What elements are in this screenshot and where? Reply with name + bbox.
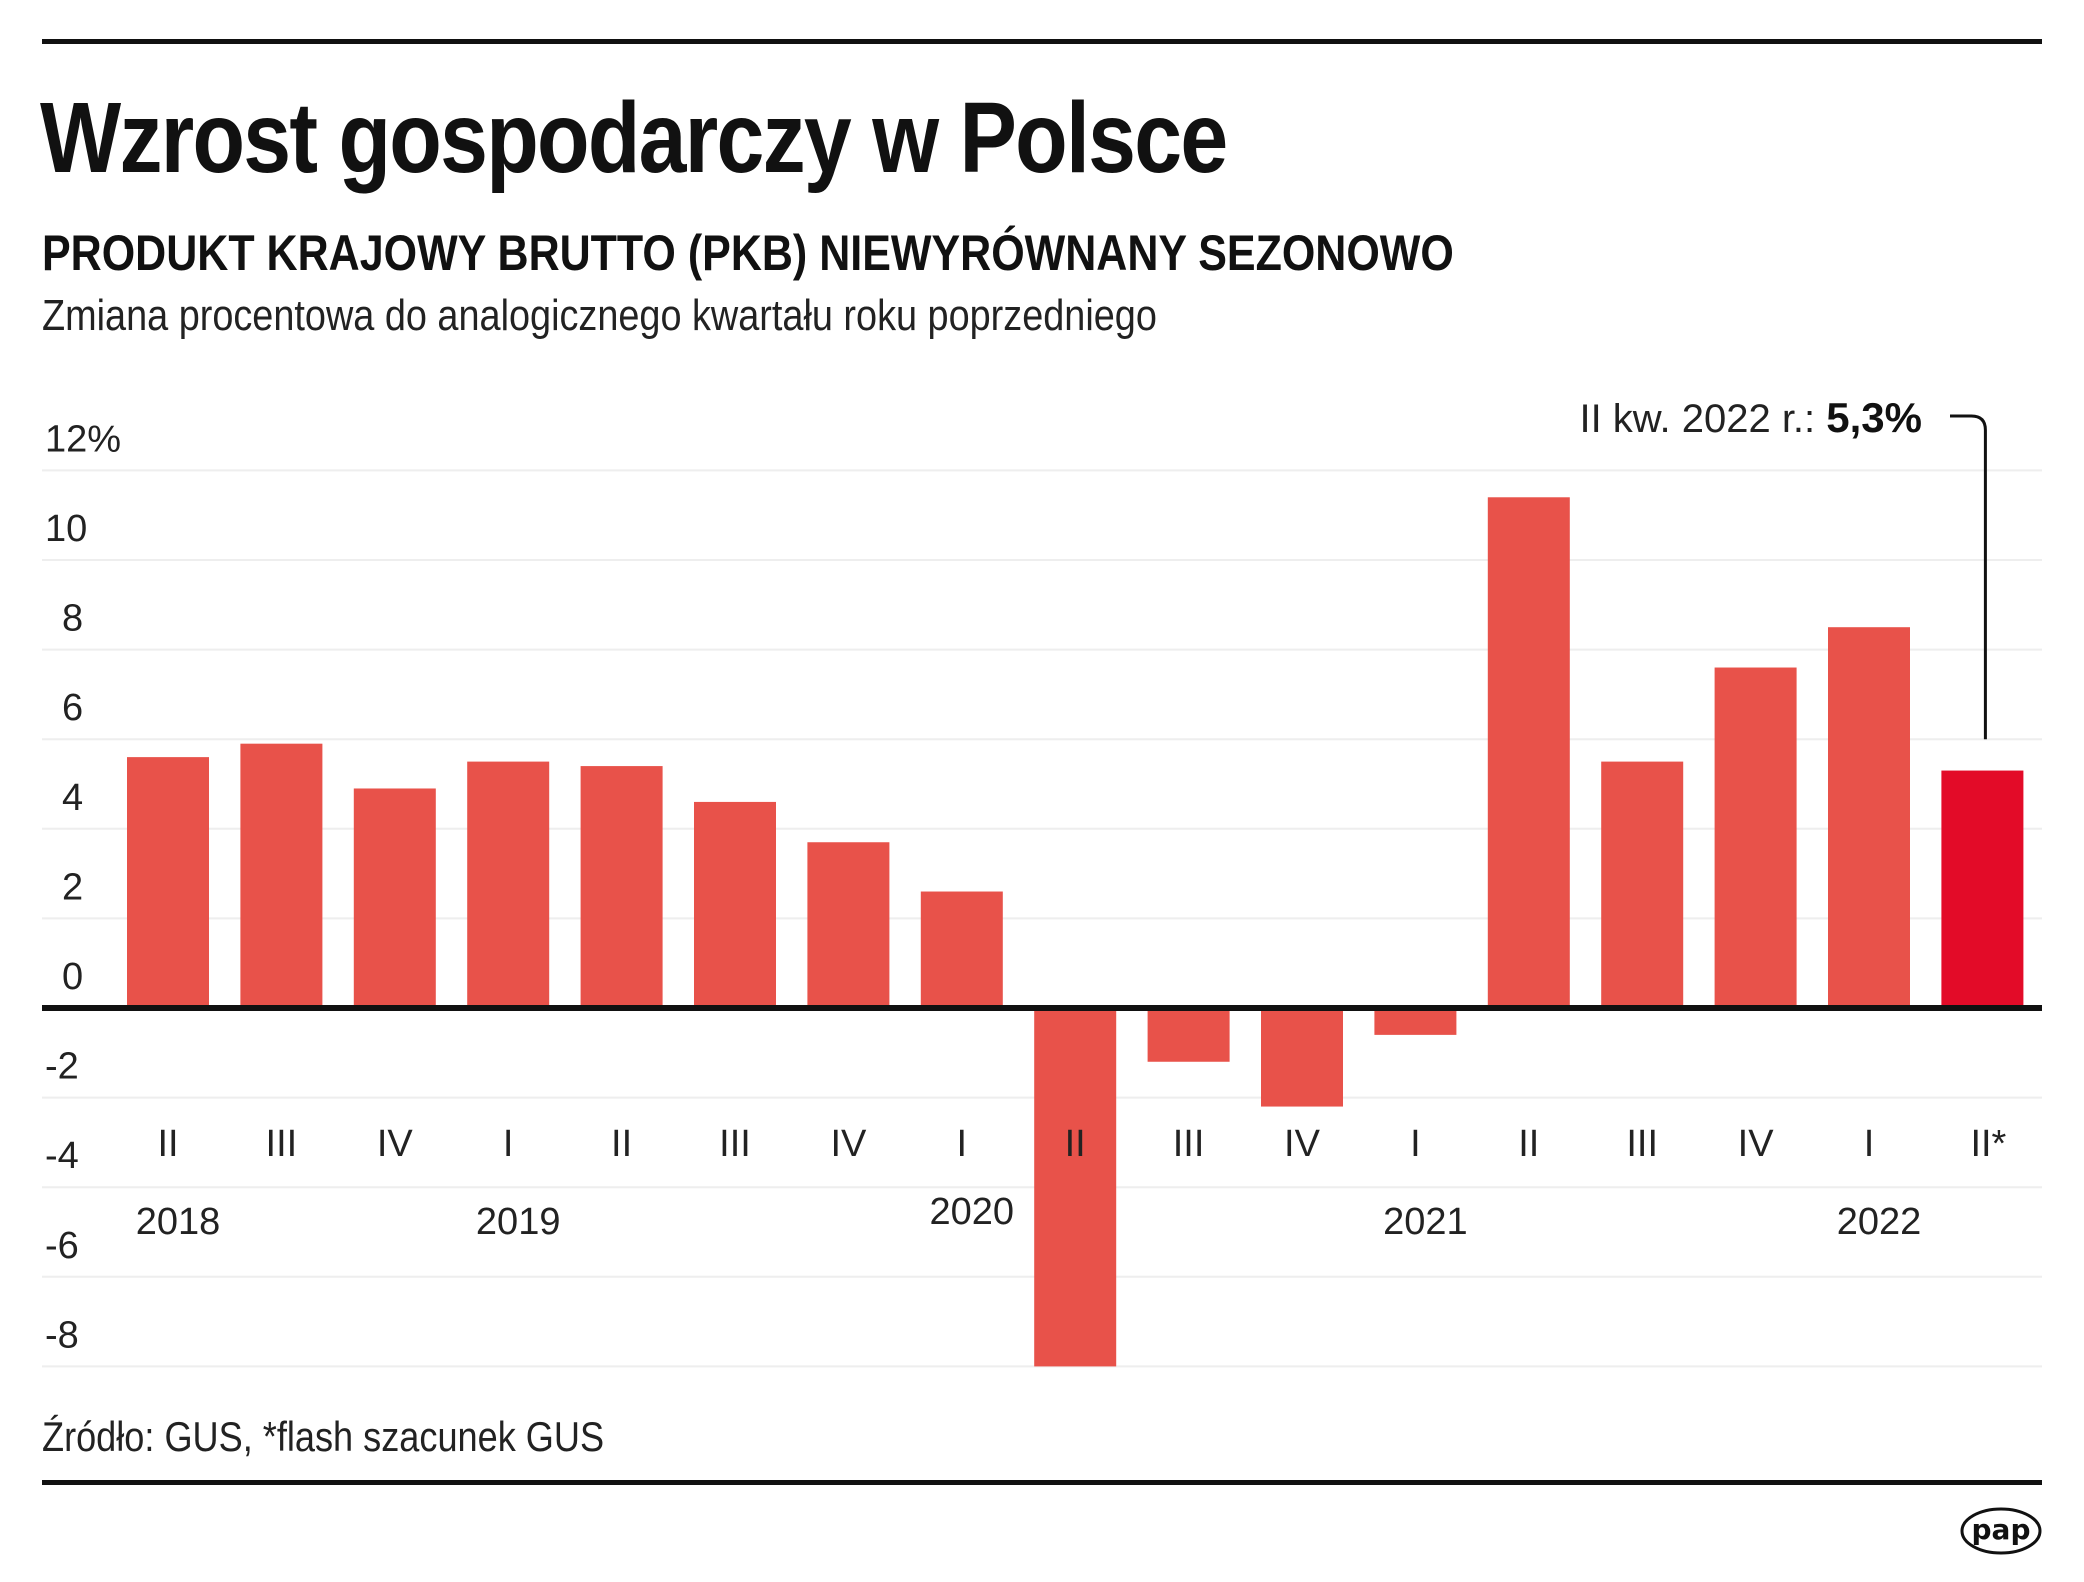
chart-description: Zmiana procentowa do analogicznego kwart…: [42, 291, 1157, 340]
bar-2018-II: [127, 757, 209, 1008]
bar-2022-II: [1941, 770, 2024, 1008]
x-quarter-label: III: [1626, 1123, 1658, 1165]
y-tick-label: 0: [62, 956, 83, 998]
y-tick-label: -6: [45, 1225, 79, 1267]
y-tick-label: 2: [62, 866, 83, 908]
bar-2020-II: [1034, 1008, 1117, 1367]
x-axis-quarter-labels: II III IV I II III IV I II III IV I II III IV I II*: [157, 1123, 2006, 1165]
y-tick-label: 12%: [45, 418, 121, 460]
bar-2021-I: [1374, 1008, 1457, 1035]
annotation-callout: II kw. 2022 r.: 5,3%: [1579, 394, 1987, 740]
bars: [127, 497, 2024, 1367]
x-quarter-label: III: [719, 1123, 751, 1165]
annotation-leader-line: [1950, 414, 1987, 740]
x-year-label: 2020: [930, 1191, 1015, 1233]
y-tick-label: 6: [62, 687, 83, 729]
bar-2019-II: [580, 766, 663, 1008]
x-quarter-label: I: [503, 1123, 514, 1165]
x-quarter-label: IV: [830, 1123, 867, 1165]
zero-axis: [42, 1005, 2042, 1011]
bar-2021-III: [1601, 761, 1684, 1008]
x-year-label: 2021: [1383, 1201, 1468, 1243]
bar-2021-II: [1487, 497, 1570, 1008]
bar-2018-III: [240, 743, 323, 1008]
y-tick-label: 10: [45, 508, 87, 550]
x-quarter-label: IV: [1284, 1123, 1321, 1165]
x-quarter-label: II*: [1970, 1123, 2006, 1165]
y-axis-labels: 12% 10 8 6 4 2 0 -2 -4 -6 -8: [45, 418, 121, 1356]
x-quarter-label: III: [1173, 1123, 1205, 1165]
bar-2020-I: [920, 891, 1003, 1008]
bar-2020-IV: [1261, 1008, 1343, 1107]
x-quarter-label: II: [611, 1123, 632, 1165]
bottom-rule: [42, 1480, 2042, 1485]
x-quarter-label: III: [266, 1123, 298, 1165]
x-quarter-label: IV: [377, 1123, 414, 1165]
x-quarter-label: I: [1864, 1123, 1875, 1165]
y-tick-label: -4: [45, 1135, 79, 1177]
x-axis-year-labels: 2018 2019 2020 2021 2022: [136, 1191, 1922, 1243]
pap-logo-icon: pap: [1960, 1507, 2042, 1555]
x-year-label: 2019: [476, 1201, 561, 1243]
bar-2019-III: [694, 801, 776, 1008]
annotation-prefix: II kw. 2022 r.:: [1579, 397, 1826, 441]
bar-2019-I: [467, 761, 550, 1008]
annotation-label: II kw. 2022 r.: 5,3%: [1579, 394, 1922, 441]
logo-text: pap: [1972, 1513, 2031, 1546]
top-rule: [42, 39, 2042, 44]
annotation-value: 5,3%: [1826, 394, 1922, 441]
y-tick-label: -2: [45, 1046, 79, 1088]
x-year-label: 2022: [1837, 1201, 1922, 1243]
bar-2021-IV: [1714, 667, 1797, 1008]
x-year-label: 2018: [136, 1201, 221, 1243]
x-quarter-label: II: [1518, 1123, 1539, 1165]
bar-2022-I: [1828, 627, 1910, 1008]
source-note: Źródło: GUS, *flash szacunek GUS: [42, 1413, 605, 1460]
x-quarter-label: IV: [1738, 1123, 1775, 1165]
chart-title: Wzrost gospodarczy w Polsce: [40, 82, 1228, 194]
x-quarter-label: I: [1410, 1123, 1421, 1165]
x-quarter-label: II: [1065, 1123, 1086, 1165]
bar-2018-IV: [353, 788, 436, 1008]
bar-2020-III: [1147, 1008, 1230, 1062]
bar-2019-IV: [807, 842, 890, 1008]
x-quarter-label: II: [157, 1123, 178, 1165]
y-tick-label: 4: [62, 777, 83, 819]
chart-subtitle: PRODUKT KRAJOWY BRUTTO (PKB) NIEWYRÓWNAN…: [42, 225, 1454, 281]
y-tick-label: 8: [62, 598, 83, 640]
x-quarter-label: I: [957, 1123, 968, 1165]
y-tick-label: -8: [45, 1314, 79, 1356]
